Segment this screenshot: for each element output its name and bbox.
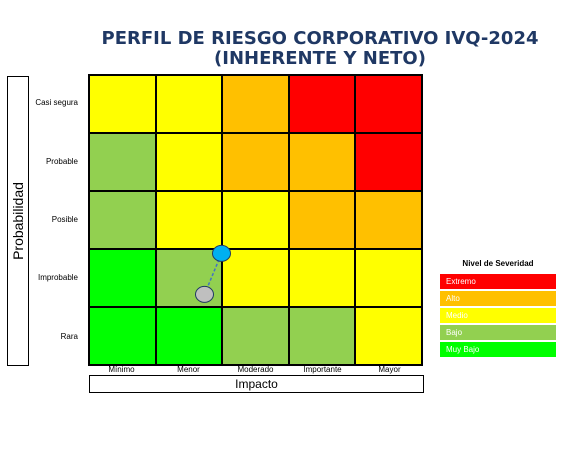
chart-title-line1: PERFIL DE RIESGO CORPORATIVO IVQ-2024: [101, 28, 539, 49]
legend-item-muy-bajo: Muy Bajo: [440, 342, 556, 357]
legend-item-alto: Alto: [440, 291, 556, 306]
matrix-cell-bajo: [222, 307, 289, 365]
matrix-cell-muy-bajo: [89, 307, 156, 365]
severity-legend: Nivel de Severidad Extremo Alto Medio Bajo M…: [440, 256, 556, 357]
column-label: Moderado: [237, 365, 274, 374]
column-label: Mínimo: [108, 365, 135, 374]
column-label: Importante: [303, 365, 342, 374]
matrix-cell-medio: [355, 249, 422, 307]
legend-item-bajo: Bajo: [440, 325, 556, 340]
matrix-cell-medio: [222, 191, 289, 249]
row-label: Probable: [45, 156, 78, 166]
matrix-cell-medio: [155, 191, 223, 249]
matrix-cell-bajo: [89, 133, 156, 191]
matrix-cell-extremo: [288, 75, 356, 133]
column-label: Menor: [177, 365, 200, 374]
row-label: Casi segura: [35, 98, 78, 108]
y-axis-label: Probabilidad: [10, 182, 26, 260]
matrix-cell-alto: [222, 133, 289, 191]
row-label: Posible: [51, 215, 78, 224]
matrix-cell-medio: [355, 307, 422, 365]
matrix-cell-alto: [288, 191, 356, 249]
matrix-cell-bajo: [89, 191, 156, 249]
column-label: Mayor: [378, 365, 401, 374]
legend-item-extremo: Extremo: [440, 274, 556, 289]
legend-item-medio: Medio: [440, 308, 556, 323]
matrix-cell-bajo: [155, 249, 223, 307]
row-label: Rara: [60, 331, 78, 341]
matrix-cell-alto: [222, 75, 289, 133]
matrix-cell-bajo: [288, 307, 356, 365]
y-axis-label-box: Probabilidad: [7, 76, 29, 366]
matrix-cell-extremo: [355, 133, 422, 191]
chart-title-line2: (INHERENTE Y NETO): [214, 48, 426, 69]
matrix-cell-medio: [89, 75, 156, 133]
x-axis-label: Impacto: [89, 375, 424, 393]
legend-title: Nivel de Severidad: [462, 259, 534, 268]
matrix-cell-medio: [155, 75, 223, 133]
matrix-cell-medio: [155, 133, 223, 191]
matrix-cell-medio: [288, 249, 356, 307]
row-label: Improbable: [37, 273, 78, 283]
matrix-cell-medio: [222, 249, 289, 307]
matrix-cell-alto: [355, 191, 422, 249]
risk-matrix-grid: [88, 74, 423, 366]
matrix-cell-muy-bajo: [89, 249, 156, 307]
matrix-cell-extremo: [355, 75, 422, 133]
matrix-cell-alto: [288, 133, 356, 191]
matrix-cell-muy-bajo: [155, 307, 223, 365]
legend-items: Extremo Alto Medio Bajo Muy Bajo: [440, 274, 556, 357]
